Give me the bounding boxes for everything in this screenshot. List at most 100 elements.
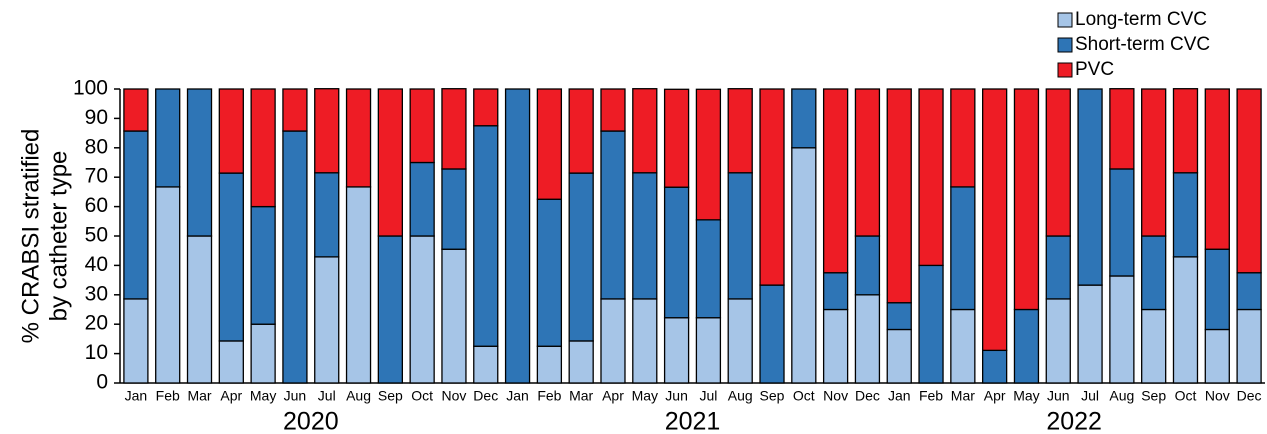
x-tick-label: May	[1013, 388, 1039, 404]
bar-segment	[600, 88, 626, 132]
x-tick-label: Feb	[156, 388, 180, 404]
bar-segment	[1204, 328, 1230, 384]
legend-label: Short-term CVC	[1075, 34, 1210, 55]
legend-swatch	[1057, 37, 1073, 53]
bar-segment	[314, 256, 340, 384]
y-tick-label: 60	[85, 194, 108, 217]
bar-segment	[1204, 248, 1230, 331]
bar-segment	[727, 298, 753, 384]
y-tick-label: 90	[85, 106, 108, 129]
bar-segment	[950, 186, 976, 311]
y-tick-label: 50	[85, 224, 108, 247]
bar-segment	[282, 130, 308, 384]
bar-segment	[1109, 168, 1135, 277]
bar-segment	[791, 147, 817, 384]
x-tick-label: Aug	[1109, 388, 1134, 404]
x-tick-label: May	[250, 388, 276, 404]
bar-segment	[314, 172, 340, 258]
bar-segment	[568, 172, 594, 342]
bar-segment	[1045, 298, 1071, 384]
bar-segment	[822, 308, 849, 384]
bar-segment	[377, 235, 403, 384]
bar-segment	[632, 298, 658, 384]
bar-segment	[123, 88, 149, 132]
y-tick-label: 0	[96, 371, 108, 394]
x-tick-label: Oct	[411, 388, 433, 404]
bar-segment	[345, 88, 372, 188]
legend-swatch	[1057, 12, 1073, 28]
bar-segment	[1172, 172, 1199, 258]
bar-segment	[632, 88, 658, 174]
x-tick-label: Nov	[1205, 388, 1230, 404]
bar-segment	[632, 172, 658, 300]
bar-segment	[473, 88, 499, 127]
x-tick-label: Sep	[378, 388, 403, 404]
legend-label: Long-term CVC	[1075, 9, 1207, 30]
bar-segment	[1172, 256, 1199, 384]
x-tick-label: Nov	[823, 388, 848, 404]
bar-segment	[250, 88, 276, 208]
bar-segment	[600, 298, 626, 384]
bar-segment	[663, 317, 690, 384]
bar-segment	[822, 272, 849, 311]
bar-segment	[1013, 308, 1040, 384]
bar-segment	[1141, 308, 1167, 384]
bar-segment	[441, 168, 467, 250]
bar-segment	[250, 205, 276, 325]
bar-segment	[409, 161, 435, 237]
bar-segment	[1109, 275, 1135, 384]
bar-segment	[791, 88, 817, 149]
bar-segment	[473, 345, 499, 384]
bar-segment	[1045, 235, 1071, 300]
y-tick-label: 100	[73, 77, 108, 100]
bar-segment	[854, 88, 881, 237]
bar-segment	[727, 88, 753, 174]
bar-segment	[282, 88, 308, 132]
x-tick-label: Oct	[793, 388, 815, 404]
bar-segment	[441, 88, 467, 170]
x-tick-label: Jun	[1047, 388, 1070, 404]
year-label: 2021	[665, 408, 721, 434]
bar-segment	[536, 88, 563, 200]
bar-segment	[1077, 284, 1103, 384]
bar-segment	[473, 125, 499, 347]
bar-segment	[409, 88, 435, 164]
bar-segment	[918, 264, 944, 384]
bar-segment	[600, 130, 626, 300]
bar-segment	[504, 88, 531, 384]
x-tick-label: Sep	[1141, 388, 1166, 404]
bar-segment	[568, 340, 594, 384]
bar-segment	[822, 88, 849, 274]
year-label: 2022	[1046, 408, 1102, 434]
x-tick-label: Jul	[318, 388, 336, 404]
x-tick-label: Mar	[187, 388, 211, 404]
y-axis-label: % CRABSI stratified	[17, 129, 44, 344]
bar-segment	[663, 88, 690, 188]
x-tick-label: Feb	[919, 388, 943, 404]
x-tick-label: Jun	[665, 388, 688, 404]
x-tick-label: Feb	[537, 388, 561, 404]
x-tick-label: Sep	[760, 388, 785, 404]
bar-segment	[1236, 88, 1262, 274]
bar-segment	[982, 88, 1008, 352]
bar-segment	[155, 186, 181, 384]
y-tick-label: 80	[85, 135, 108, 158]
bar-segment	[663, 186, 690, 319]
x-tick-label: Dec	[855, 388, 880, 404]
bar-segment	[345, 186, 372, 384]
bar-segment	[982, 349, 1008, 384]
bar-segment	[536, 198, 563, 347]
bar-segment	[186, 88, 213, 237]
y-tick-label: 40	[85, 253, 108, 276]
bar-segment	[218, 172, 244, 342]
x-tick-label: Jun	[284, 388, 307, 404]
bar-segment	[1236, 308, 1262, 384]
bar-segment	[314, 88, 340, 174]
bar-segment	[155, 88, 181, 188]
y-axis-label: by catheter type	[45, 151, 72, 322]
x-tick-label: May	[632, 388, 658, 404]
bar-segment	[886, 302, 912, 331]
x-tick-label: Aug	[728, 388, 753, 404]
bar-segment	[1013, 88, 1040, 311]
